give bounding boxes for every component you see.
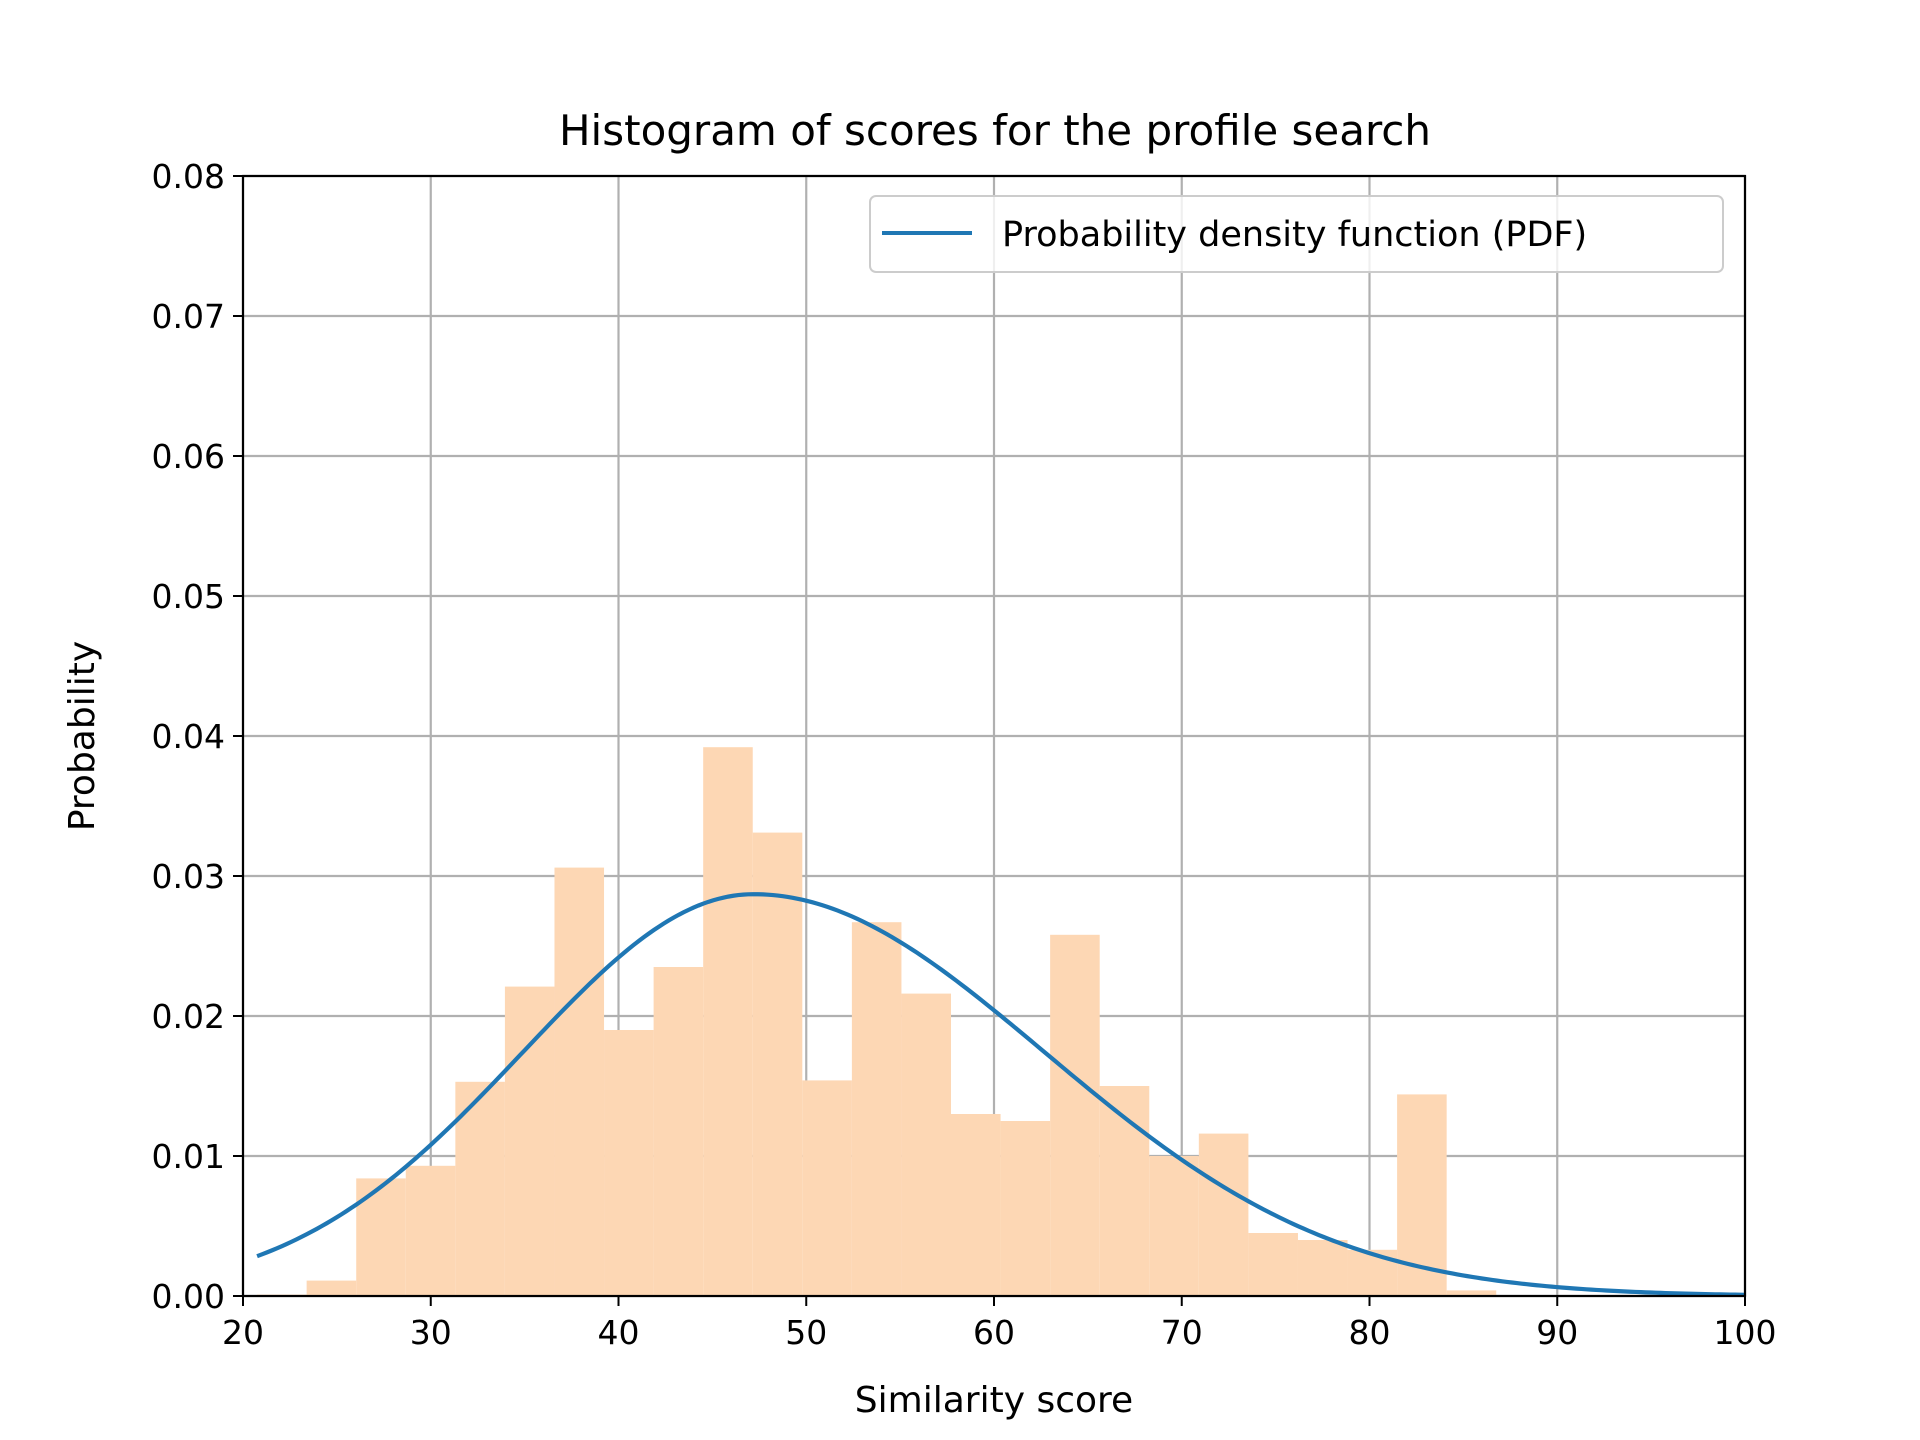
histogram-bar (1149, 1156, 1199, 1296)
y-tick-label: 0.00 (152, 1277, 225, 1316)
y-tick-label: 0.01 (152, 1137, 225, 1176)
histogram-bar (851, 922, 902, 1296)
x-tick-label: 30 (410, 1313, 452, 1352)
x-tick-label: 80 (1349, 1313, 1391, 1352)
pdf-line-layer (256, 892, 1746, 1297)
x-axis-label: Similarity score (855, 1380, 1133, 1421)
y-tick-label: 0.04 (152, 717, 225, 756)
legend-label: Probability density function (PDF) (1002, 215, 1587, 255)
histogram-bar (1297, 1240, 1348, 1296)
x-tick-label: 90 (1536, 1313, 1578, 1352)
x-axis: 20 30 40 50 60 70 80 90 100 (222, 1296, 1777, 1352)
y-tick-label: 0.02 (152, 997, 225, 1036)
pdf-series-line (256, 892, 1746, 1297)
histogram-bars (257, 747, 1497, 1296)
histogram-bar (653, 967, 704, 1296)
chart-title: Histogram of scores for the profile sear… (559, 106, 1431, 155)
x-tick-label: 60 (973, 1313, 1015, 1352)
histogram-bar (1000, 1121, 1051, 1296)
histogram-bar (356, 1178, 406, 1296)
histogram-bar (405, 1165, 456, 1296)
x-tick-label: 70 (1161, 1313, 1203, 1352)
x-tick-label: 50 (785, 1313, 827, 1352)
histogram-bar (1248, 1233, 1298, 1296)
histogram-bar (306, 1280, 357, 1296)
histogram-bar (951, 1114, 1001, 1296)
histogram-bar (1198, 1133, 1249, 1296)
legend-box (869, 195, 1724, 273)
histogram-bar (554, 867, 605, 1296)
histogram-bar (1446, 1290, 1497, 1296)
histogram-bar (752, 832, 803, 1296)
histogram-bar (703, 747, 753, 1296)
x-tick-label: 20 (222, 1313, 264, 1352)
y-axis-label: Probability (62, 641, 103, 831)
y-tick-label: 0.07 (152, 297, 225, 336)
x-tick-label: 100 (1714, 1313, 1777, 1352)
y-tick-label: 0.08 (152, 157, 225, 196)
histogram-bar (802, 1080, 852, 1296)
histogram-bar (1347, 1249, 1398, 1296)
histogram-bar (455, 1081, 505, 1296)
legend: Probability density function (PDF) (869, 195, 1724, 273)
x-tick-label: 40 (598, 1313, 640, 1352)
histogram-bar (901, 993, 952, 1296)
y-axis: 0.00 0.01 0.02 0.03 0.04 0.05 0.06 0.07 0.08 (152, 157, 243, 1316)
histogram-bar (1099, 1086, 1150, 1296)
y-tick-label: 0.03 (152, 857, 225, 896)
histogram-bar (604, 1030, 654, 1296)
histogram-bar (1050, 934, 1100, 1296)
y-tick-label: 0.05 (152, 577, 225, 616)
histogram-bar (504, 986, 555, 1296)
y-tick-label: 0.06 (152, 437, 225, 476)
